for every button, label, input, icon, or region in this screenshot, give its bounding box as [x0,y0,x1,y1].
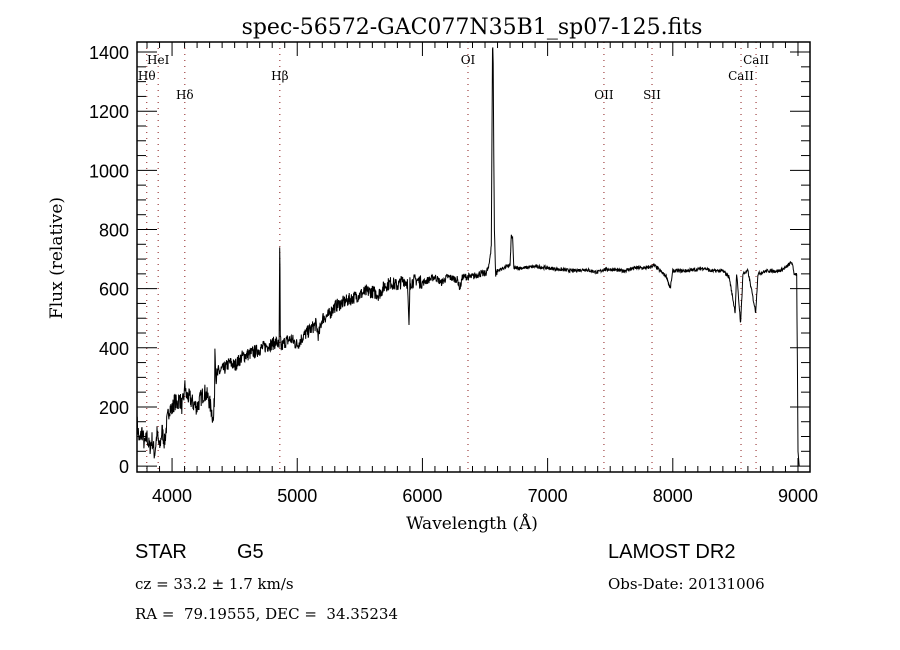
survey-name: LAMOST DR2 [608,541,736,563]
y-tick-label: 0 [119,457,129,477]
coordinates-text: RA = 79.19555, DEC = 34.35234 [135,605,399,623]
x-tick-label: 9000 [778,486,818,506]
axis-ticks: 4000 5000 6000 7000 8000 9000 0 200 400 600 800 100… [89,42,818,506]
object-class: STAR [135,541,187,563]
line-marker-label: OI [461,53,476,67]
object-subclass: G5 [237,541,264,563]
x-tick-label: 7000 [528,486,568,506]
line-marker-label: Hδ [176,88,194,102]
y-tick-label: 200 [99,398,129,418]
y-tick-label: 1000 [89,161,129,181]
chart-title: spec-56572-GAC077N35B1_sp07-125.fits [242,15,703,40]
x-tick-label: 5000 [277,486,317,506]
y-tick-label: 400 [99,339,129,359]
line-marker-label: OII [594,88,614,102]
line-markers: Hθ HeI Hδ Hβ OI OII SII CaII CaII [138,42,769,472]
x-axis-label: Wavelength (Å) [406,513,538,534]
redshift-text: cz = 33.2 ± 1.7 km/s [135,575,294,593]
line-marker-label: CaII [743,53,769,67]
line-marker-label: Hβ [271,69,288,83]
line-marker-label: SII [643,88,661,102]
y-axis-label: Flux (relative) [47,197,67,319]
x-tick-label: 8000 [653,486,693,506]
obs-date: Obs-Date: 20131006 [608,575,765,593]
plot-frame [136,41,811,473]
x-tick-label: 6000 [402,486,442,506]
y-tick-label: 600 [99,280,129,300]
y-tick-label: 1400 [89,43,129,63]
y-tick-label: 1200 [89,102,129,122]
line-marker-label: Hθ [138,69,156,83]
y-tick-label: 800 [99,220,129,240]
line-marker-label: HeI [147,53,170,67]
line-marker-label: CaII [728,69,754,83]
spectrum-line [136,47,800,467]
x-tick-label: 4000 [152,486,192,506]
